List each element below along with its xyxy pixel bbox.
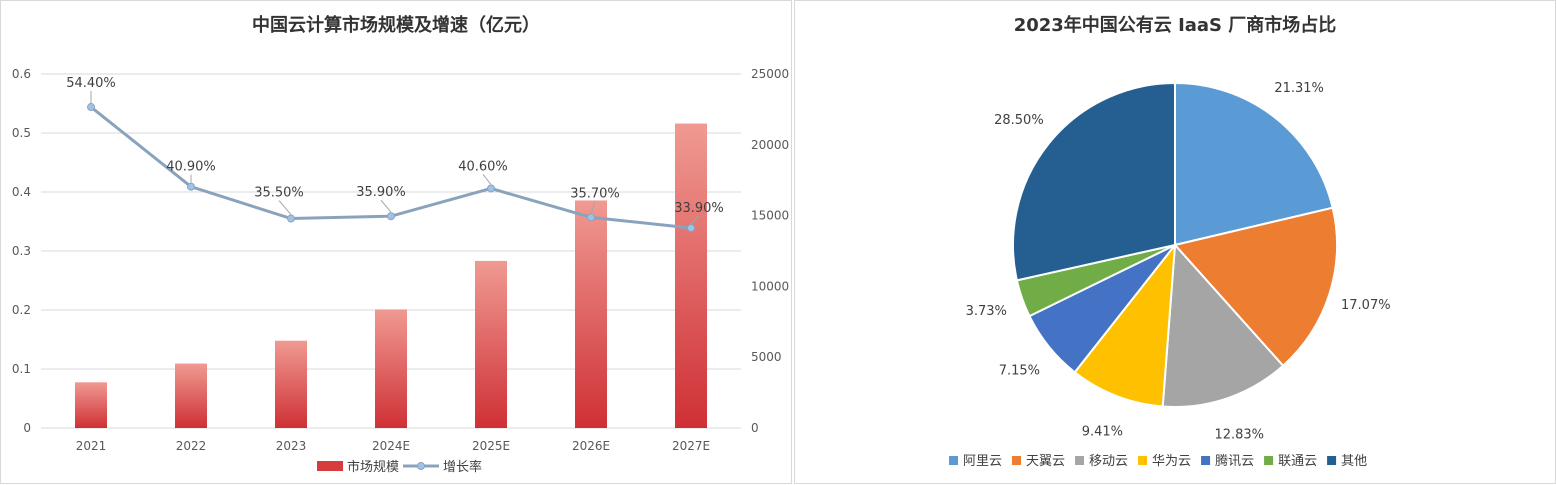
combo-chart-panel: 中国云计算市场规模及增速（亿元） 0 0.1 0.2 0.3 0.4 0.5 0.6 0 500… bbox=[0, 0, 792, 484]
y-right-tick-label: 20000 bbox=[751, 138, 789, 152]
bar-market-size bbox=[675, 123, 707, 428]
growth-rate-point bbox=[87, 103, 95, 112]
data-label-leader bbox=[482, 174, 492, 185]
growth-rate-data-label: 33.90% bbox=[674, 201, 724, 216]
pie-slice bbox=[1012, 81, 1176, 282]
y-left-tick-label: 0.3 bbox=[12, 244, 31, 258]
legend-label: 移动云 bbox=[1089, 454, 1128, 469]
legend-swatch bbox=[1264, 456, 1274, 465]
growth-rate-point bbox=[387, 212, 395, 221]
y-right-tick-label: 5000 bbox=[751, 350, 782, 364]
pie-slice bbox=[1073, 241, 1177, 408]
legend-label: 其他 bbox=[1341, 454, 1367, 469]
x-tick-label: 2027E bbox=[672, 439, 710, 453]
pie-data-label: 17.07% bbox=[1341, 298, 1391, 313]
bar-market-size bbox=[575, 200, 607, 428]
bar-market-size bbox=[275, 340, 307, 428]
pie-data-label: 28.50% bbox=[994, 113, 1044, 128]
legend-label-growth-rate: 增长率 bbox=[443, 459, 482, 475]
legend-label: 腾讯云 bbox=[1215, 453, 1254, 469]
y-right-tick-label: 10000 bbox=[751, 279, 789, 293]
data-label-leader bbox=[690, 215, 700, 225]
x-tick-label: 2026E bbox=[572, 439, 610, 453]
bar-market-size bbox=[375, 309, 407, 428]
chart-title: 中国云计算市场规模及增速（亿元） bbox=[252, 15, 540, 36]
legend-swatch bbox=[1327, 456, 1337, 465]
legend-label: 阿里云 bbox=[963, 454, 1002, 469]
pie-slice bbox=[1174, 81, 1334, 247]
growth-rate-point bbox=[687, 223, 695, 232]
legend-label: 华为云 bbox=[1152, 454, 1191, 469]
legend-swatch bbox=[1075, 456, 1085, 465]
chart-title: 2023年中国公有云 IaaS 厂商市场占比 bbox=[1013, 15, 1337, 36]
growth-rate-point bbox=[487, 184, 495, 193]
pie-data-label: 9.41% bbox=[1082, 424, 1123, 439]
growth-rate-data-label: 54.40% bbox=[66, 76, 116, 91]
pie-chart-panel: 2023年中国公有云 IaaS 厂商市场占比 21.31% 17.07% 12.83… bbox=[794, 0, 1556, 484]
legend-label: 天翼云 bbox=[1026, 454, 1065, 469]
legend-swatch bbox=[949, 456, 958, 465]
y-left-tick-label: 0.4 bbox=[12, 185, 31, 199]
legend-swatch bbox=[1201, 456, 1211, 465]
legend-marker-growth-rate bbox=[417, 462, 425, 470]
combo-chart-svg: 0 0.1 0.2 0.3 0.4 0.5 0.6 0 5000 10000 15000 20000 2… bbox=[12, 67, 789, 475]
y-right-tick-label: 0 bbox=[751, 421, 759, 435]
legend-label-market-size: 市场规模 bbox=[347, 459, 399, 475]
legend-label: 联通云 bbox=[1278, 454, 1317, 469]
growth-rate-data-label: 35.70% bbox=[570, 186, 620, 201]
y-left-tick-label: 0.5 bbox=[12, 126, 31, 140]
pie-data-label: 21.31% bbox=[1274, 81, 1324, 96]
legend-swatch bbox=[1138, 456, 1148, 465]
data-label-leader bbox=[590, 201, 596, 214]
y-left-tick-label: 0.6 bbox=[12, 67, 31, 81]
x-tick-label: 2025E bbox=[472, 439, 510, 453]
growth-rate-data-label: 40.60% bbox=[458, 159, 508, 174]
growth-rate-data-label: 40.90% bbox=[166, 160, 216, 175]
legend-swatch-market-size bbox=[317, 461, 343, 471]
y-left-tick-label: 0.2 bbox=[12, 303, 31, 317]
pie-data-label: 7.15% bbox=[999, 364, 1040, 379]
x-tick-label: 2021 bbox=[76, 439, 107, 453]
growth-rate-point bbox=[187, 182, 195, 191]
bar-market-size bbox=[475, 260, 507, 428]
data-label-leader bbox=[278, 200, 292, 215]
legend-swatch bbox=[1012, 456, 1022, 465]
pie-chart-svg: 21.31% 17.07% 12.83% 9.41% 7.15% 3.73% 28.50% 阿… bbox=[949, 81, 1391, 469]
growth-rate-point bbox=[287, 214, 295, 223]
y-left-tick-label: 0.1 bbox=[12, 362, 31, 376]
pie-slice bbox=[1161, 242, 1285, 408]
x-tick-label: 2022 bbox=[176, 439, 207, 453]
y-left-tick-label: 0 bbox=[23, 421, 31, 435]
y-right-tick-label: 15000 bbox=[751, 209, 789, 223]
x-tick-label: 2024E bbox=[372, 439, 410, 453]
x-tick-label: 2023 bbox=[276, 439, 307, 453]
growth-rate-data-label: 35.90% bbox=[356, 185, 406, 200]
data-label-leader bbox=[380, 199, 392, 213]
pie-data-label: 3.73% bbox=[966, 304, 1007, 319]
growth-rate-point bbox=[587, 213, 595, 222]
y-right-tick-label: 25000 bbox=[751, 67, 789, 81]
growth-rate-data-label: 35.50% bbox=[254, 186, 304, 201]
pie-slice bbox=[1173, 206, 1338, 368]
bar-market-size bbox=[175, 363, 207, 428]
pie-data-label: 12.83% bbox=[1214, 427, 1264, 442]
bar-market-size bbox=[75, 382, 107, 428]
